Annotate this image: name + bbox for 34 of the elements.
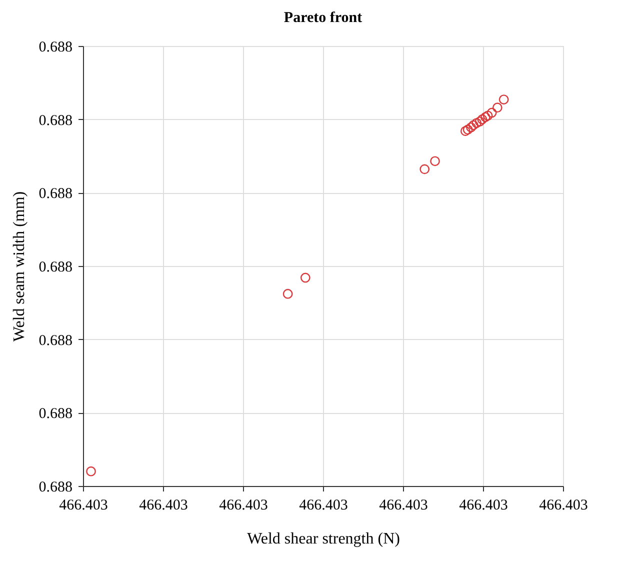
- x-tick-label: 466.403: [139, 498, 188, 514]
- chart-title: Pareto front: [284, 10, 362, 26]
- y-tick-label: 0.688: [38, 186, 72, 202]
- point: [472, 118, 482, 128]
- point: [282, 288, 293, 299]
- point: [474, 116, 485, 126]
- point: [420, 164, 430, 174]
- y-tick-label: 0.688: [38, 406, 72, 422]
- x-tick-label: 466.403: [59, 498, 108, 514]
- point: [498, 94, 509, 104]
- y-tick-label: 0.688: [38, 480, 72, 496]
- point: [430, 156, 440, 166]
- point: [477, 114, 488, 124]
- x-tick-label: 466.403: [459, 498, 508, 514]
- y-axis-title: Weld seam width (mm): [10, 191, 28, 342]
- x-tick-label: 466.403: [299, 498, 348, 514]
- point: [482, 110, 493, 121]
- point: [492, 102, 502, 113]
- point: [480, 112, 490, 122]
- y-tick-label: 0.688: [38, 112, 72, 129]
- x-tick-label: 466.403: [219, 498, 268, 514]
- x-tick-label: 466.403: [539, 498, 588, 514]
- point: [462, 124, 473, 135]
- point: [486, 108, 497, 118]
- y-tick-label: 0.688: [38, 40, 72, 56]
- x-tick-label: 466.403: [379, 498, 428, 514]
- point: [466, 122, 476, 132]
- point: [460, 126, 470, 136]
- x-axis-title: Weld shear strength (N): [247, 530, 400, 548]
- point: [86, 466, 96, 476]
- point: [468, 120, 478, 130]
- point: [300, 272, 310, 283]
- y-tick-label: 0.688: [38, 260, 72, 276]
- y-tick-label: 0.688: [38, 332, 72, 349]
